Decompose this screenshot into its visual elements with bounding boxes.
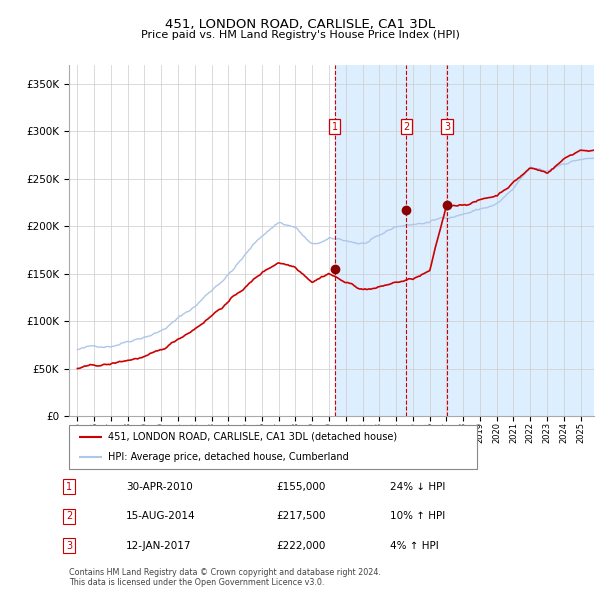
Text: HPI: Average price, detached house, Cumberland: HPI: Average price, detached house, Cumb… [108, 452, 349, 462]
Bar [335, 65, 594, 416]
Text: 2: 2 [66, 512, 72, 521]
Text: 2: 2 [403, 122, 410, 132]
Text: Contains HM Land Registry data © Crown copyright and database right 2024.
This d: Contains HM Land Registry data © Crown c… [69, 568, 381, 587]
Text: Price paid vs. HM Land Registry's House Price Index (HPI): Price paid vs. HM Land Registry's House … [140, 30, 460, 40]
Text: 30-APR-2010: 30-APR-2010 [126, 482, 193, 491]
Text: 24% ↓ HPI: 24% ↓ HPI [390, 482, 445, 491]
Text: £155,000: £155,000 [276, 482, 325, 491]
Text: 4% ↑ HPI: 4% ↑ HPI [390, 541, 439, 550]
Text: 10% ↑ HPI: 10% ↑ HPI [390, 512, 445, 521]
Text: 451, LONDON ROAD, CARLISLE, CA1 3DL (detached house): 451, LONDON ROAD, CARLISLE, CA1 3DL (det… [108, 432, 397, 442]
Text: 3: 3 [444, 122, 450, 132]
Text: £222,000: £222,000 [276, 541, 325, 550]
Text: 1: 1 [66, 482, 72, 491]
Text: 15-AUG-2014: 15-AUG-2014 [126, 512, 196, 521]
Text: 451, LONDON ROAD, CARLISLE, CA1 3DL: 451, LONDON ROAD, CARLISLE, CA1 3DL [165, 18, 435, 31]
Text: 12-JAN-2017: 12-JAN-2017 [126, 541, 191, 550]
FancyBboxPatch shape [69, 425, 477, 469]
Text: 1: 1 [331, 122, 338, 132]
Text: 3: 3 [66, 541, 72, 550]
Text: £217,500: £217,500 [276, 512, 325, 521]
